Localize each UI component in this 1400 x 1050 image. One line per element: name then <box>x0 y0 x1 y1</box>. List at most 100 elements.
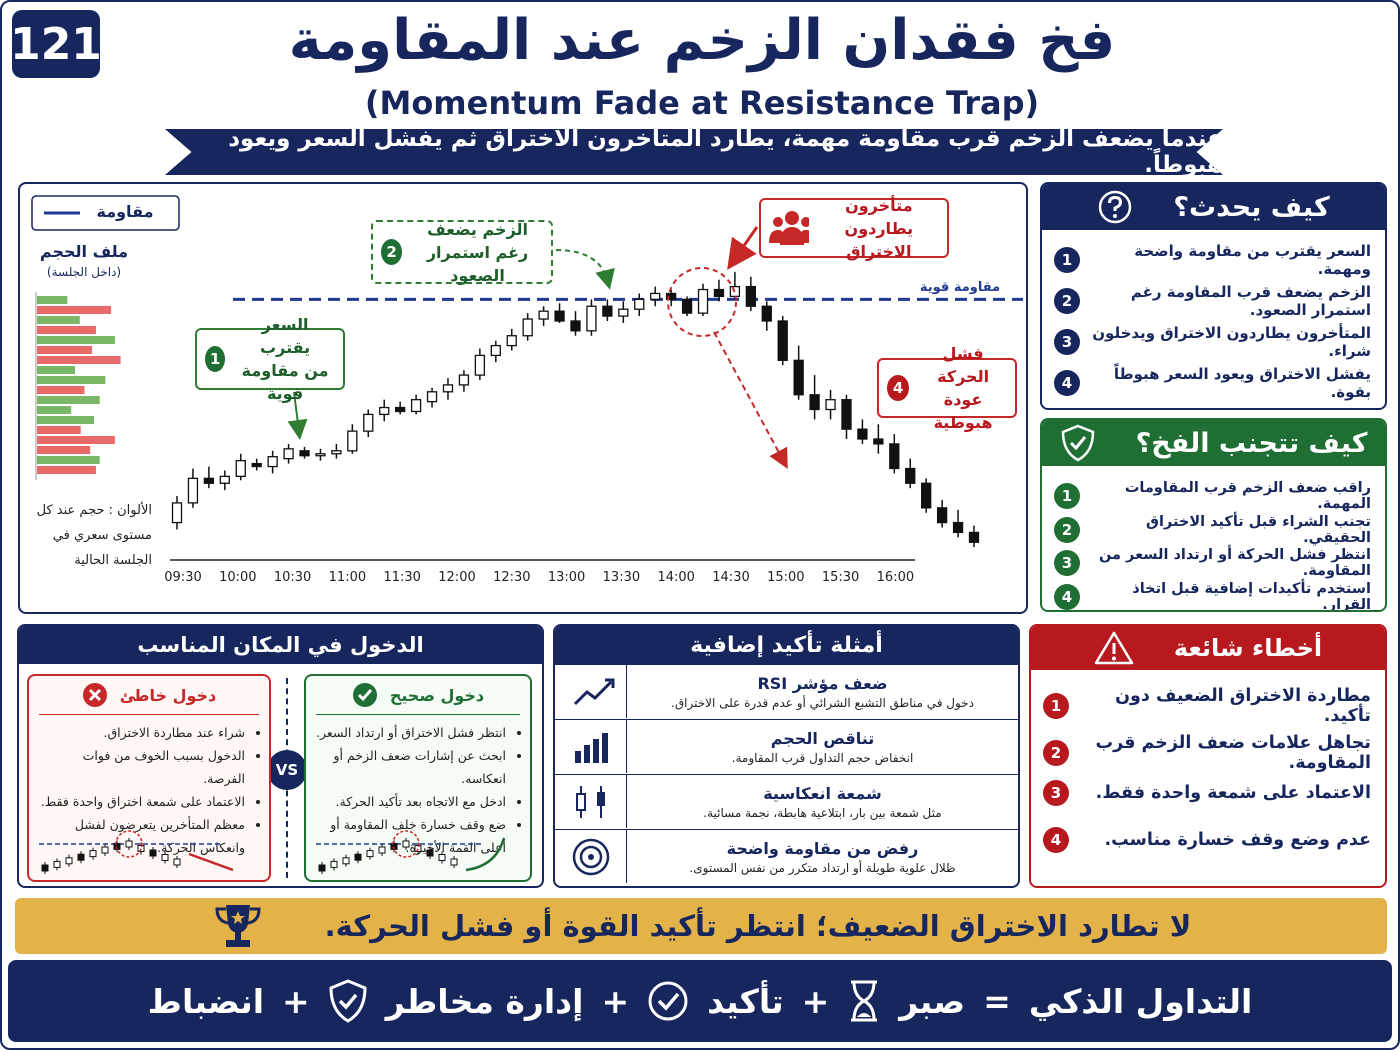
mini-chart <box>316 830 506 874</box>
footer-part: + <box>601 981 630 1021</box>
candle-body <box>665 292 677 301</box>
list-item: استخدم تأكيدات إضافية قبل اتخاذ القرار. 4 <box>1054 581 1371 610</box>
mini-body <box>426 849 434 857</box>
box-title: دخول خاطئ <box>119 685 217 705</box>
subtitle: (Momentum Fade at Resistance Trap) <box>364 84 1040 122</box>
footer-part: = <box>983 981 1011 1021</box>
confirm-icon <box>555 775 627 828</box>
x-icon <box>82 683 107 707</box>
bullet: الدخول بسبب الخوف من فوات الفرصة. <box>39 744 245 790</box>
icon-part <box>587 853 594 860</box>
list-item: عدم وضع وقف خسارة مناسب. 4 <box>1043 827 1371 853</box>
candle-body <box>761 305 772 322</box>
candle-body <box>809 394 820 411</box>
confirm-row: رفض من مقاومة واضحة ظلال علوية طويلة أو ا… <box>555 829 1018 883</box>
item-num: 4 <box>1054 583 1080 610</box>
shield-icon <box>1061 424 1094 462</box>
candle-body <box>538 310 549 320</box>
panel-header: الدخول في المكان المناسب <box>19 626 542 664</box>
warning-icon <box>1094 631 1134 665</box>
candle-body <box>825 399 836 411</box>
confirm-text: شمعة انعكاسية مثل شمعة بين بار، ابتلاعية … <box>627 775 1018 828</box>
icon-part <box>573 680 612 705</box>
mini-chart <box>39 830 234 874</box>
confirm-icon <box>555 665 627 718</box>
item-num: 1 <box>1054 483 1080 509</box>
line: رغم استمرار الصعود <box>426 242 529 285</box>
volume-bar <box>37 456 100 464</box>
row-title: رفض من مقاومة واضحة <box>726 838 919 858</box>
candle-body <box>251 462 262 468</box>
item-num: 4 <box>1043 827 1069 853</box>
row-title: تناقص الحجم <box>770 728 875 748</box>
candle-body <box>522 318 533 337</box>
bullet: شراء عند مطاردة الاختراق. <box>39 721 246 744</box>
list-item: تجنب الشراء قبل تأكيد الاختراق الحقيقي. 2 <box>1054 514 1371 546</box>
x-tick-label: 11:00 <box>329 570 366 585</box>
item-text: مطاردة الاختراق الضعيف دون تأكيد. <box>1115 686 1371 726</box>
x-tick-label: 13:00 <box>548 570 585 585</box>
candle-body <box>458 374 470 386</box>
candle-body <box>570 320 581 332</box>
footer-part: صبر <box>899 981 966 1021</box>
chart-panel: 09:30 10:00 10:30 11:00 11:30 12:00 12:30 13:00… <box>18 182 1028 614</box>
item-num: 3 <box>1054 329 1080 355</box>
candle-body <box>490 344 501 357</box>
check-icon <box>648 981 688 1021</box>
mini-circle <box>392 830 420 858</box>
callout-text: الزخم يضعف رغم استمرار الصعود <box>412 218 543 287</box>
people-icon <box>769 211 809 245</box>
candle-body <box>203 477 215 484</box>
x-tick-label: 09:30 <box>164 570 201 585</box>
bullet: ابحث عن إشارات ضعف الزخم أو انعكاسه. <box>316 744 507 790</box>
candle-body <box>426 391 438 403</box>
trap-circle <box>667 267 737 337</box>
mini-body <box>89 850 97 858</box>
icon-part <box>592 738 599 763</box>
candle-body <box>905 467 916 484</box>
bullet-list: انتظر فشل الاختراق أو ارتداد السعر.ابحث … <box>316 721 520 859</box>
candle-body <box>379 406 390 416</box>
row-text: دخول في مناطق التشبع الشرائي أو عدم قدرة… <box>671 695 974 710</box>
ribbon: عندما يضعف الزخم قرب مقاومة مهمة، يطارد … <box>165 129 1223 175</box>
list-item: السعر يقترب من مقاومة واضحة ومهمة. 1 <box>1054 242 1371 278</box>
entry-panel: الدخول في المكان المناسب VS دخول خاطئ شراء… <box>17 624 544 888</box>
mini-body <box>378 846 386 854</box>
volume-bar <box>37 376 106 384</box>
bullet: ادخل مع الاتجاه بعد تأكيد الحركة. <box>316 790 506 813</box>
candle-body <box>410 399 422 413</box>
candle-body <box>873 438 884 445</box>
item-num: 3 <box>1043 780 1069 806</box>
icon <box>574 732 608 763</box>
footer-part: انضباط <box>147 981 265 1021</box>
candle-body <box>187 477 199 504</box>
hourglass-icon <box>851 980 878 1022</box>
callout: فشل الحركة عودة هبوطية 4 <box>877 344 1017 432</box>
banner: لا تطارد الاختراق الضعيف؛ انتظر تأكيد ال… <box>15 898 1387 954</box>
confirm-text: تناقص الحجم انخفاض حجم التداول قرب المقاو… <box>627 720 1018 773</box>
volume-bar <box>37 386 85 394</box>
box-header: دخول خاطئ <box>39 682 259 715</box>
panel-header: كيف يحدث؟ <box>1042 184 1385 230</box>
plot: 09:30 10:00 10:30 11:00 11:30 12:00 12:30 13:00… <box>37 271 1023 585</box>
item-text: تجاهل علامات ضعف الزخم قرب المقاومة. <box>1095 733 1371 773</box>
resistance-label: مقاومة قوية <box>919 280 1001 295</box>
list-item: راقب ضعف الزخم قرب المقاومات المهمة. 1 <box>1054 480 1371 512</box>
candle-body <box>299 450 310 457</box>
volume-subtitle: (داخل الجلسة) <box>46 265 122 279</box>
candle-body <box>713 288 725 298</box>
candle-body <box>936 507 948 524</box>
item-text: يفشل الاختراق ويعود السعر هبوطاً بقوة. <box>1113 365 1371 401</box>
line: فشل الحركة <box>937 344 990 386</box>
confirm-text: ضعف مؤشر RSI دخول في مناطق التشبع الشرائي… <box>627 665 1018 718</box>
panel-title: الدخول في المكان المناسب <box>137 633 424 657</box>
box-header: دخول صحيح <box>316 682 520 715</box>
panel-title: كيف يحدث؟ <box>1173 191 1330 223</box>
candle-body <box>171 502 183 524</box>
footer-part: + <box>801 981 830 1021</box>
item-num: 4 <box>1054 370 1080 396</box>
item-num: 2 <box>1054 516 1080 543</box>
x-tick-label: 15:00 <box>767 570 804 585</box>
x-tick-label: 15:30 <box>822 570 859 585</box>
icon-part <box>575 792 586 811</box>
